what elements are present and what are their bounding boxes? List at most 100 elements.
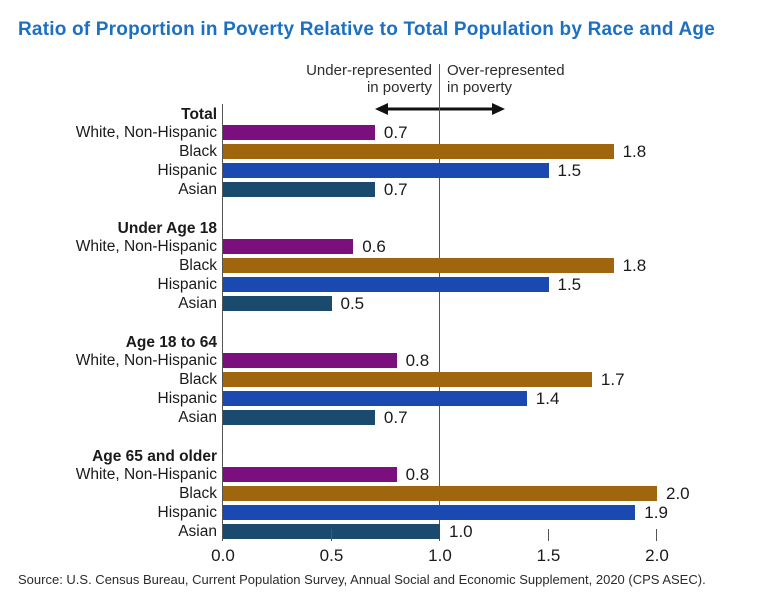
bar-track: 1.7 [223, 370, 657, 390]
group-label: Under Age 18 [117, 219, 217, 237]
bar-row: Asian 0.7 [0, 408, 768, 427]
category-label: White, Non-Hispanic [75, 123, 217, 141]
bar-row: White, Non-Hispanic 0.8 [0, 351, 768, 370]
value-label: 0.6 [362, 236, 386, 256]
category-label: Black [179, 256, 217, 274]
x-tick-label: 1.5 [536, 546, 561, 565]
bar [223, 239, 354, 254]
x-tick-label: 0.0 [211, 546, 235, 565]
bar [223, 486, 657, 501]
axis-tick [330, 529, 332, 541]
bar-track: 0.8 [223, 351, 657, 371]
bar-row: Black 2.0 [0, 484, 768, 503]
bar-track: 0.6 [223, 237, 657, 257]
bar-track: 1.5 [223, 275, 657, 295]
bar [223, 277, 549, 292]
bar [223, 391, 527, 406]
y-axis-line [222, 104, 223, 541]
value-label: 0.7 [383, 179, 408, 199]
double-arrow-icon [375, 102, 505, 116]
category-label: Asian [178, 294, 217, 312]
chart-title: Ratio of Proportion in Poverty Relative … [18, 19, 715, 40]
value-label: 0.8 [405, 464, 430, 484]
plot-area: Under-represented in poverty Over-repres… [0, 60, 768, 580]
bar-row: Hispanic 1.9 [0, 503, 768, 522]
value-label: 2.0 [666, 483, 690, 503]
bar [223, 144, 614, 159]
x-tick-label: 0.5 [319, 546, 344, 565]
bar-track: 1.8 [223, 142, 657, 162]
category-label: Hispanic [157, 389, 217, 407]
bar [223, 182, 375, 197]
bar [223, 467, 397, 482]
category-label: Hispanic [157, 275, 217, 293]
bar-track: 2.0 [223, 484, 690, 504]
bar [223, 296, 332, 311]
bar [223, 524, 440, 539]
bar-track: 0.7 [223, 123, 657, 143]
source-note: Source: U.S. Census Bureau, Current Popu… [18, 572, 706, 587]
value-label: 1.9 [644, 502, 668, 522]
value-label: 0.8 [405, 350, 430, 370]
bar-track: 1.0 [223, 522, 657, 542]
category-label: Black [179, 370, 217, 388]
axis-tick [547, 529, 549, 541]
bar [223, 410, 375, 425]
bar-row: White, Non-Hispanic 0.7 [0, 123, 768, 142]
bar-row: Black 1.8 [0, 256, 768, 275]
reference-line-1.0 [439, 64, 440, 541]
bar [223, 163, 549, 178]
group-label-row: Age 65 and older [0, 448, 768, 465]
bar-track: 1.5 [223, 161, 657, 181]
bar-row: Hispanic 1.5 [0, 275, 768, 294]
bar-track: 1.8 [223, 256, 657, 276]
category-label: Asian [178, 180, 217, 198]
value-label: 1.4 [535, 388, 560, 408]
value-label: 0.7 [383, 122, 408, 142]
bar [223, 372, 592, 387]
category-label: White, Non-Hispanic [75, 465, 217, 483]
bar-track: 1.9 [223, 503, 668, 523]
value-label: 0.7 [383, 407, 408, 427]
value-label: 1.7 [600, 369, 625, 389]
bar-group: Total White, Non-Hispanic 0.7 Black 1.8 Hispa… [0, 106, 768, 199]
category-label: Black [179, 142, 217, 160]
group-label: Age 65 and older [92, 447, 217, 465]
category-label: Hispanic [157, 161, 217, 179]
category-label: Asian [178, 408, 217, 426]
x-tick-label: 2.0 [645, 546, 669, 565]
bar-group: Age 65 and older White, Non-Hispanic 0.8 Bl… [0, 448, 768, 541]
bar-group: Age 18 to 64 White, Non-Hispanic 0.8 Black 1… [0, 334, 768, 427]
bar [223, 125, 375, 140]
category-label: White, Non-Hispanic [75, 351, 217, 369]
category-label: Hispanic [157, 503, 217, 521]
bar-row: Black 1.7 [0, 370, 768, 389]
group-label-row: Age 18 to 64 [0, 334, 768, 351]
bar-group: Under Age 18 White, Non-Hispanic 0.6 Black 1… [0, 220, 768, 313]
x-tick-label: 1.0 [428, 546, 452, 565]
bar-row: White, Non-Hispanic 0.6 [0, 237, 768, 256]
bar [223, 505, 636, 520]
bar-track: 0.7 [223, 408, 657, 428]
bar-groups: Total White, Non-Hispanic 0.7 Black 1.8 Hispa… [0, 60, 768, 541]
category-label: Black [179, 484, 217, 502]
value-label: 1.5 [557, 160, 582, 180]
bar-row: Asian 0.7 [0, 180, 768, 199]
value-label: 1.8 [622, 141, 647, 161]
annotation-over-represented: Over-represented in poverty [447, 62, 657, 96]
value-label: 0.5 [340, 293, 365, 313]
annotation-over-line2: in poverty [447, 79, 513, 96]
annotation-over-line1: Over-represented [447, 62, 565, 79]
bar-row: Black 1.8 [0, 142, 768, 161]
bar-track: 0.8 [223, 465, 657, 485]
bar-row: White, Non-Hispanic 0.8 [0, 465, 768, 484]
category-label: White, Non-Hispanic [75, 237, 217, 255]
value-label: 1.5 [557, 274, 582, 294]
annotation-under-represented: Under-represented in poverty [230, 62, 432, 96]
bar [223, 258, 614, 273]
bar-row: Asian 1.0 [0, 522, 768, 541]
category-label: Asian [178, 522, 217, 540]
group-label-row: Total [0, 106, 768, 123]
bar-row: Hispanic 1.5 [0, 161, 768, 180]
